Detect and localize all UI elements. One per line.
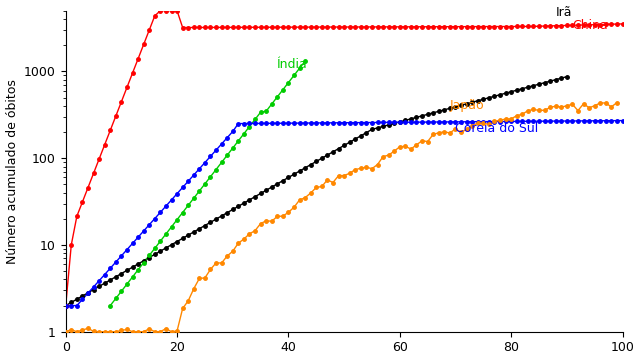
Text: Coreia do Sul: Coreia do Sul: [456, 122, 539, 135]
Text: Japão: Japão: [450, 99, 484, 112]
Y-axis label: Número acumulado de óbitos: Número acumulado de óbitos: [6, 79, 19, 264]
Text: Índia: Índia: [277, 58, 308, 71]
Text: Irã: Irã: [556, 6, 572, 19]
Text: China: China: [572, 19, 608, 32]
